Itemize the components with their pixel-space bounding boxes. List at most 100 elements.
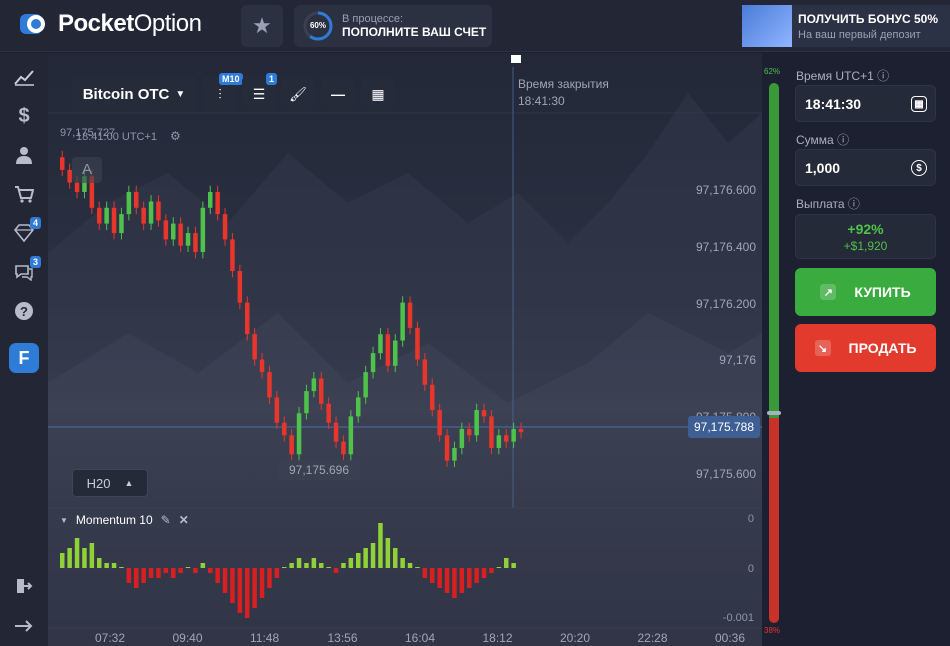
chat-icon[interactable] bbox=[12, 260, 36, 284]
price-tick: 97,176.200 bbox=[695, 297, 756, 311]
momentum-bar bbox=[282, 567, 287, 568]
momentum-bar bbox=[333, 568, 339, 573]
trade-panel: 62% 38% Время UTC+1 ⓘ 18:41:30 ▦ Сумма ⓘ … bbox=[762, 53, 950, 646]
more-button[interactable]: — bbox=[321, 77, 355, 111]
momentum-bar bbox=[252, 568, 257, 608]
momentum-bar bbox=[474, 568, 479, 583]
momentum-bar bbox=[370, 543, 376, 568]
momentum-bar bbox=[208, 568, 213, 573]
candle bbox=[222, 214, 228, 240]
candle bbox=[370, 353, 376, 373]
sentiment-down: 38% bbox=[764, 626, 781, 635]
momentum-bar bbox=[74, 538, 80, 568]
app-icon[interactable]: F bbox=[9, 343, 39, 373]
edit-icon[interactable]: ✎ bbox=[160, 513, 171, 527]
candle bbox=[356, 397, 361, 417]
help-icon[interactable]: ? bbox=[12, 299, 36, 323]
momentum-bar bbox=[452, 568, 457, 598]
layout-button[interactable]: ▦ bbox=[361, 77, 395, 111]
user-icon[interactable] bbox=[12, 143, 36, 167]
momentum-bar bbox=[193, 568, 198, 573]
dash-icon: — bbox=[331, 86, 345, 102]
candle bbox=[326, 403, 331, 423]
candle bbox=[274, 397, 280, 423]
buy-label: КУПИТЬ bbox=[854, 284, 911, 300]
sell-label: ПРОДАТЬ bbox=[848, 340, 917, 356]
momentum-bar bbox=[126, 568, 132, 583]
momentum-bar bbox=[141, 568, 146, 583]
price-tick: 97,176.600 bbox=[695, 183, 756, 197]
time-tick: 22:28 bbox=[637, 631, 668, 645]
price-tick: 97,176 bbox=[719, 353, 756, 367]
momentum-bar bbox=[111, 563, 117, 568]
momentum-bar bbox=[89, 543, 95, 568]
close-time-value: 18:41:30 bbox=[518, 94, 565, 108]
asset-selector[interactable]: Bitcoin OTC ▼ bbox=[72, 77, 196, 111]
candle bbox=[474, 410, 479, 436]
settings-gear-icon[interactable]: ⚙ bbox=[170, 129, 181, 143]
momentum-bar bbox=[356, 553, 361, 568]
currency-icon[interactable]: $ bbox=[911, 160, 927, 176]
bonus-title: ПОЛУЧИТЬ БОНУС 50% bbox=[798, 11, 938, 26]
candle bbox=[363, 372, 368, 398]
info-icon: ⓘ bbox=[847, 197, 860, 211]
candle bbox=[348, 416, 354, 455]
chart-icon[interactable] bbox=[12, 65, 36, 89]
deposit-progress[interactable]: 60% В процессе: ПОПОЛНИТЕ ВАШ СЧЕТ bbox=[294, 5, 492, 47]
candle bbox=[296, 413, 302, 455]
logo-light: Option bbox=[133, 10, 202, 37]
low-price-label: 97,175.696 bbox=[278, 460, 360, 480]
buy-button[interactable]: ↗ КУПИТЬ bbox=[795, 268, 936, 316]
momentum-bar bbox=[348, 558, 354, 568]
candle bbox=[171, 223, 176, 240]
cart-icon[interactable] bbox=[12, 182, 36, 206]
amount-value: 1,000 bbox=[805, 159, 841, 176]
time-tick: 00:36 bbox=[715, 631, 746, 645]
momentum-bar bbox=[311, 558, 317, 568]
bonus-banner[interactable]: ПОЛУЧИТЬ БОНУС 50% На ваш первый депозит bbox=[742, 5, 950, 47]
time-field[interactable]: 18:41:30 ▦ bbox=[795, 85, 936, 122]
drawing-button[interactable]: 🖌 bbox=[281, 77, 315, 111]
momentum-bar bbox=[274, 568, 280, 578]
momentum-bar bbox=[82, 548, 87, 568]
time-tick: 07:32 bbox=[95, 631, 126, 645]
diamond-badge: 4 bbox=[30, 217, 42, 229]
momentum-bar bbox=[496, 567, 502, 568]
momentum-bar bbox=[104, 563, 109, 568]
chevron-up-icon: ▲ bbox=[124, 478, 134, 488]
expand-arrow-icon[interactable] bbox=[12, 614, 36, 638]
close-icon[interactable]: ✕ bbox=[178, 513, 189, 527]
momentum-bar bbox=[319, 563, 324, 568]
h20-button[interactable]: H20 ▲ bbox=[72, 469, 148, 497]
collapse-icon[interactable]: ▼ bbox=[60, 515, 68, 525]
candle bbox=[407, 302, 413, 328]
candle bbox=[200, 207, 206, 253]
candle bbox=[422, 359, 428, 385]
momentum-bar bbox=[489, 568, 494, 573]
chart-letter-button[interactable]: A bbox=[72, 157, 102, 183]
candle bbox=[385, 334, 391, 366]
candle bbox=[208, 192, 213, 208]
dollar-icon[interactable]: $ bbox=[18, 104, 30, 127]
indicator-tick: 0 bbox=[747, 563, 754, 575]
candle bbox=[74, 182, 80, 192]
logout-icon[interactable] bbox=[12, 574, 36, 598]
candle bbox=[134, 192, 139, 208]
timeframe-badge: M10 bbox=[219, 73, 243, 85]
gift-icon bbox=[742, 5, 792, 47]
favorites-button[interactable]: ★ bbox=[241, 5, 283, 47]
sell-button[interactable]: ↘ ПРОДАТЬ bbox=[795, 324, 936, 372]
candle bbox=[311, 378, 317, 392]
momentum-bar bbox=[407, 563, 413, 568]
logo-icon bbox=[20, 14, 45, 34]
star-icon: ★ bbox=[252, 13, 272, 38]
chart-area[interactable]: Bitcoin OTC ▼ ⫶ M10 ☰ 1 🖌 — ▦ 97,175.727 … bbox=[48, 53, 762, 646]
amount-field[interactable]: 1,000 $ bbox=[795, 149, 936, 186]
sentiment-up: 62% bbox=[764, 67, 781, 76]
logo[interactable]: PocketOption bbox=[18, 10, 202, 38]
momentum-bar bbox=[148, 568, 154, 578]
clock-icon[interactable]: ▦ bbox=[911, 96, 927, 112]
amount-label: Сумма ⓘ bbox=[796, 133, 850, 147]
candle bbox=[333, 422, 339, 442]
momentum-bar bbox=[393, 548, 398, 568]
